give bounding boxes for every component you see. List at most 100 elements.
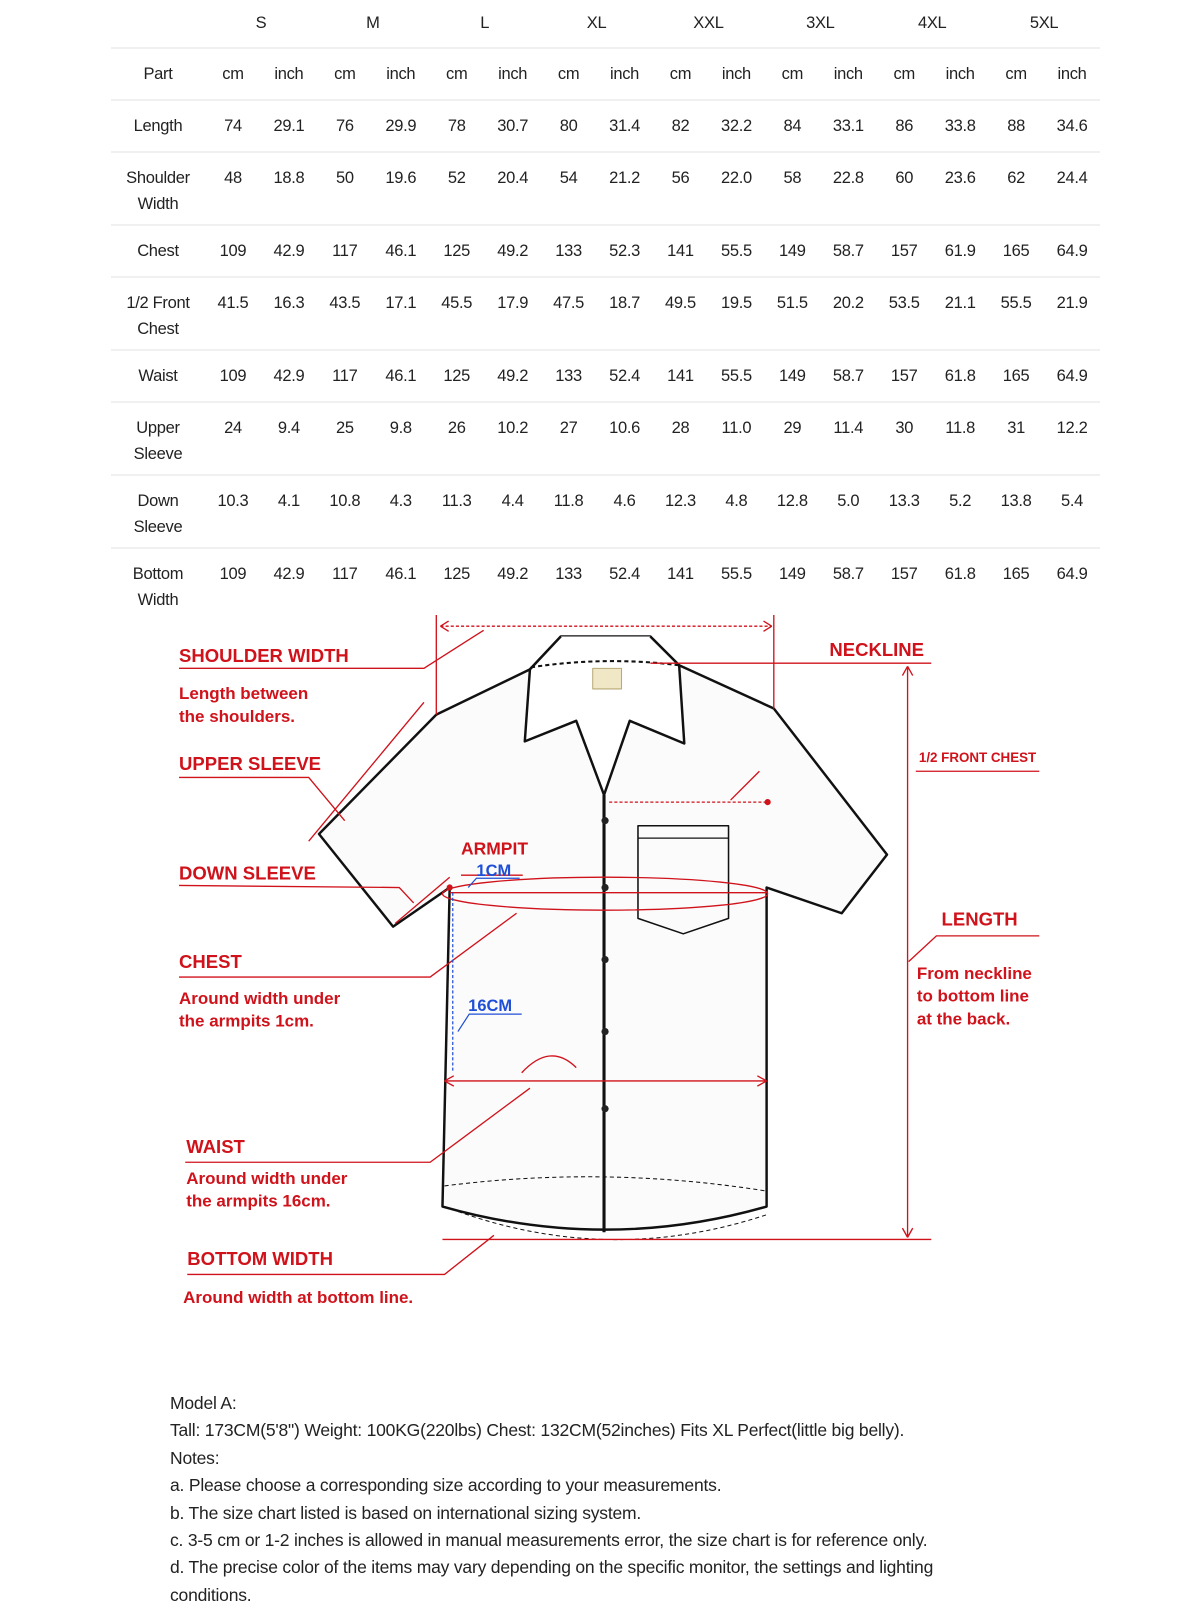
measurement-cell: 165 <box>1002 565 1030 583</box>
part-name-line: Chest <box>137 242 179 260</box>
measurement-cell: 58.7 <box>820 225 877 278</box>
size-header: XXL <box>652 0 765 49</box>
part-name-line: Sleeve <box>133 445 183 463</box>
measurement-cell: 125 <box>428 350 485 403</box>
measurement-cell: 49.5 <box>652 277 709 351</box>
length-desc: at the back. <box>917 1009 1010 1028</box>
note-line: c. 3-5 cm or 1-2 inches is allowed in ma… <box>170 1530 928 1551</box>
measurement-cell: 157 <box>876 225 933 278</box>
unit-inch: inch <box>596 48 653 101</box>
measurement-cell: 5.2 <box>932 475 989 549</box>
measurement-cell: 58.7 <box>820 350 877 403</box>
part-name: Bottom Width <box>111 548 205 621</box>
measurement-cell: 9.4 <box>260 402 317 476</box>
measurement-cell: 60 <box>876 152 933 226</box>
measurement-lines <box>179 615 1040 1276</box>
note-line: b. The size chart listed is based on int… <box>170 1502 642 1523</box>
model-notes: Model A: Tall: 173CM(5'8") Weight: 100KG(… <box>170 1390 933 1609</box>
unit-cm: cm <box>652 48 709 101</box>
measurement-cell: 12.8 <box>764 475 821 549</box>
shirt-measurement-diagram: SHOULDER WIDTH Length between the should… <box>179 615 1040 1307</box>
unit-cm: cm <box>764 48 821 101</box>
shoulder-width-desc: Length between <box>179 684 308 703</box>
measurement-cell: 109 <box>205 350 261 403</box>
unit-inch: inch <box>708 48 765 101</box>
size-header: M <box>316 0 429 49</box>
measurement-cell: 24.4 <box>1044 152 1100 226</box>
measurement-cell: 30 <box>876 402 933 476</box>
table-row: Bottom Width 109 42.9 117 46.1 125 49.2 133 52.4 1… <box>111 548 1100 621</box>
unit-cm: cm <box>428 48 485 101</box>
measurement-cell: 42.9 <box>260 350 317 403</box>
measurement-cell: 82 <box>652 100 709 153</box>
measurement-cell: 58.7 <box>832 565 864 583</box>
measurement-cell: 80 <box>540 100 597 153</box>
measurement-cell: 88 <box>988 100 1045 153</box>
part-name: 1/2 Front Chest <box>111 277 205 351</box>
measurement-cell: 64.9 <box>1044 225 1100 278</box>
table-row: Upper Sleeve 24 9.4 25 9.8 26 10.2 27 10.6 28 11.0 2… <box>111 402 1100 476</box>
measurement-cell: 56 <box>652 152 709 226</box>
measurement-cell: 32.2 <box>708 100 765 153</box>
unit-inch: inch <box>372 48 429 101</box>
half-front-chest-label: 1/2 FRONT CHEST <box>919 750 1037 765</box>
unit-inch: inch <box>820 48 877 101</box>
measurement-cell: 25 <box>316 402 373 476</box>
measurement-cell: 29 <box>764 402 821 476</box>
measurement-cell: 11.0 <box>708 402 765 476</box>
note-line: Tall: 173CM(5'8") Weight: 100KG(220lbs) … <box>170 1420 905 1441</box>
measurement-cell: 141 <box>667 565 694 583</box>
measurement-cell: 55.5 <box>720 565 752 583</box>
measurement-cell: 61.9 <box>932 225 989 278</box>
measurement-cell: 46.1 <box>372 350 429 403</box>
size-header: 3XL <box>764 0 877 49</box>
part-name-line: Bottom <box>132 565 184 583</box>
measurement-cell: 33.8 <box>932 100 989 153</box>
measurement-cell: 45.5 <box>428 277 485 351</box>
bottom-width-desc: Around width at bottom line. <box>183 1288 413 1307</box>
part-name-line: Down <box>137 492 179 510</box>
measurement-cell: 149 <box>764 350 821 403</box>
measurement-cell: 42.9 <box>260 225 317 278</box>
table-row: Length 74 29.1 76 29.9 78 30.7 80 31.4 82 32.2 84 33… <box>111 100 1100 153</box>
part-name-line: Upper <box>136 419 180 437</box>
measurement-cell: 29.9 <box>372 100 429 153</box>
part-name: Length <box>111 100 205 153</box>
measurement-cell: 133 <box>555 565 582 583</box>
measurement-cell: 20.4 <box>484 152 541 226</box>
measurement-cell: 42.9 <box>273 565 305 583</box>
measurement-cell: 117 <box>316 225 373 278</box>
shoulder-width-label: SHOULDER WIDTH <box>179 645 349 666</box>
part-name-line: Sleeve <box>133 518 183 536</box>
measurement-cell: 47.5 <box>540 277 597 351</box>
measurement-cell: 26 <box>428 402 485 476</box>
measurement-cell: 10.6 <box>596 402 653 476</box>
measurement-cell: 76 <box>316 100 373 153</box>
measurement-cell: 24 <box>205 402 261 476</box>
chest-desc: the armpits 1cm. <box>179 1011 314 1030</box>
measurement-cell: 30.7 <box>484 100 541 153</box>
measurement-cell: 43.5 <box>316 277 373 351</box>
part-name-line: 1/2 Front <box>126 294 190 312</box>
armpit-label: ARMPIT <box>461 839 528 859</box>
unit-header-row: Part cm inch cm inch cm inch cm inch cm inch cm inch… <box>111 48 1100 101</box>
measurement-cell: 12.2 <box>1044 402 1100 476</box>
measurement-cell: 5.4 <box>1044 475 1100 549</box>
size-header: 4XL <box>876 0 989 49</box>
measurement-cell: 62 <box>988 152 1045 226</box>
waist-desc: Around width under <box>186 1169 348 1188</box>
measurement-cell: 20.2 <box>820 277 877 351</box>
unit-inch: inch <box>484 48 541 101</box>
measurement-cell: 41.5 <box>205 277 261 351</box>
measurement-cell: 22.8 <box>820 152 877 226</box>
measurement-cell: 49.2 <box>497 565 529 583</box>
measurement-cell: 49.2 <box>484 350 541 403</box>
measurement-cell: 28 <box>652 402 709 476</box>
chest-desc: Around width under <box>179 989 341 1008</box>
unit-inch: inch <box>1044 48 1100 101</box>
measurement-cell: 21.9 <box>1044 277 1100 351</box>
measurement-cell: 133 <box>540 225 597 278</box>
neckline-label: NECKLINE <box>829 639 924 660</box>
offset-1cm-label: 1CM <box>476 862 511 880</box>
measurement-cell: 125 <box>428 225 485 278</box>
